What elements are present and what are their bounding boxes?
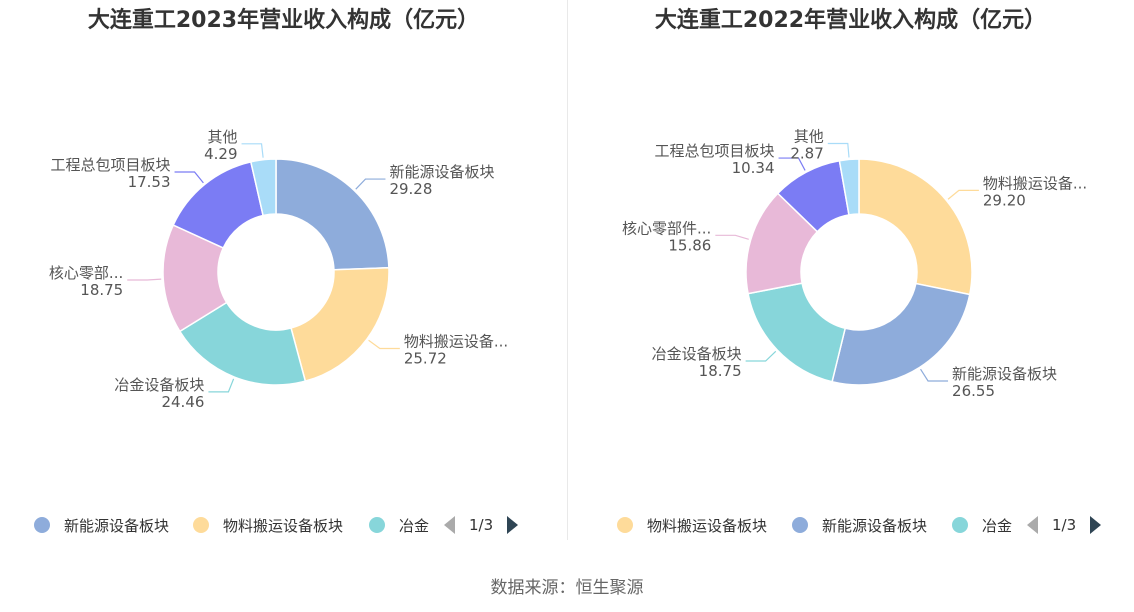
legend-item[interactable]: 新能源设备板块 bbox=[34, 512, 169, 538]
prev-page-icon[interactable] bbox=[1027, 516, 1038, 534]
slice-label: 冶金设备板块 bbox=[652, 345, 742, 363]
leader-line bbox=[715, 234, 749, 240]
legend-page-number: 1/3 bbox=[1052, 516, 1077, 534]
slice-label: 核心零部件... bbox=[622, 219, 711, 237]
slice-label: 物料搬运设备... bbox=[404, 333, 508, 351]
slice-value: 17.53 bbox=[128, 173, 171, 191]
donut-slice[interactable] bbox=[838, 158, 860, 216]
legend-swatch bbox=[792, 517, 808, 533]
chart-title: 大连重工2023年营业收入构成（亿元） bbox=[87, 8, 480, 33]
legend-swatch bbox=[617, 517, 633, 533]
slice-label: 其他 bbox=[208, 128, 238, 146]
next-page-icon[interactable] bbox=[1090, 516, 1102, 534]
leader-line bbox=[947, 189, 979, 200]
leader-line bbox=[241, 143, 264, 158]
legend-page-number: 1/3 bbox=[469, 516, 494, 534]
slice-label: 工程总包项目板块 bbox=[655, 142, 775, 160]
leader-line bbox=[174, 171, 204, 184]
leader-line bbox=[208, 378, 235, 393]
legend-item[interactable]: 冶金 bbox=[369, 512, 429, 538]
slice-label: 新能源设备板块 bbox=[389, 163, 494, 181]
slice-value: 10.34 bbox=[732, 159, 775, 177]
slice-value: 29.20 bbox=[983, 191, 1026, 209]
panel-divider bbox=[567, 0, 568, 540]
data-source: 数据来源：恒生聚源 bbox=[490, 578, 644, 598]
legend-item[interactable]: 冶金 bbox=[952, 512, 1012, 538]
slice-value: 24.46 bbox=[161, 393, 204, 411]
slice-label: 核心零部... bbox=[49, 264, 123, 282]
slice-value: 26.55 bbox=[952, 382, 995, 400]
donut-slice[interactable] bbox=[858, 158, 973, 296]
slice-value: 29.28 bbox=[389, 180, 432, 198]
legend-pager: 1/3 bbox=[444, 512, 519, 538]
legend-swatch bbox=[193, 517, 209, 533]
slice-label: 其他 bbox=[794, 127, 824, 145]
legend-swatch bbox=[34, 517, 50, 533]
legend-item[interactable]: 新能源设备板块 bbox=[792, 512, 927, 538]
leader-line bbox=[368, 339, 400, 350]
chart-legend: 物料搬运设备板块 新能源设备板块 冶金 1/3 bbox=[567, 512, 1134, 538]
legend-swatch bbox=[369, 517, 385, 533]
chart-title: 大连重工2022年营业收入构成（亿元） bbox=[654, 8, 1047, 33]
leader-line bbox=[127, 278, 162, 281]
slice-value: 2.87 bbox=[790, 144, 823, 162]
leader-line bbox=[920, 368, 949, 382]
chart-panel-2023: 大连重工2023年营业收入构成（亿元） 新能源设备板块 29.28 物料搬运设备..… bbox=[0, 0, 567, 545]
slice-value: 18.75 bbox=[699, 362, 742, 380]
legend-label: 冶金 bbox=[982, 516, 1013, 535]
slice-value: 25.72 bbox=[404, 350, 447, 368]
legend-label: 物料搬运设备板块 bbox=[223, 516, 344, 535]
leader-line bbox=[778, 157, 806, 171]
chart-legend: 新能源设备板块 物料搬运设备板块 冶金 1/3 bbox=[0, 512, 567, 538]
legend-label: 冶金 bbox=[399, 516, 430, 535]
legend-label: 新能源设备板块 bbox=[64, 516, 170, 535]
prev-page-icon[interactable] bbox=[444, 516, 455, 534]
donut-slice[interactable] bbox=[747, 282, 847, 383]
legend-pager: 1/3 bbox=[1027, 512, 1102, 538]
leader-line bbox=[355, 178, 386, 190]
slice-value: 4.29 bbox=[204, 145, 237, 163]
donut-slice[interactable] bbox=[178, 301, 307, 386]
slice-value: 15.86 bbox=[668, 236, 711, 254]
legend-item[interactable]: 物料搬运设备板块 bbox=[617, 512, 767, 538]
leader-line bbox=[827, 142, 850, 158]
donut-slice[interactable] bbox=[275, 158, 390, 271]
legend-label: 新能源设备板块 bbox=[822, 516, 928, 535]
slice-label: 物料搬运设备... bbox=[983, 174, 1087, 192]
chart-panel-2022: 大连重工2022年营业收入构成（亿元） 物料搬运设备... 29.20 新能源设备板… bbox=[567, 0, 1134, 545]
donut-slice[interactable] bbox=[249, 158, 277, 217]
slice-label: 新能源设备板块 bbox=[952, 365, 1057, 383]
legend-label: 物料搬运设备板块 bbox=[647, 516, 768, 535]
next-page-icon[interactable] bbox=[507, 516, 519, 534]
donut-slice[interactable] bbox=[831, 282, 971, 386]
donut-slice[interactable] bbox=[290, 266, 390, 383]
legend-item[interactable]: 物料搬运设备板块 bbox=[193, 512, 343, 538]
leader-line bbox=[745, 350, 777, 362]
legend-swatch bbox=[952, 517, 968, 533]
slice-label: 冶金设备板块 bbox=[114, 376, 204, 394]
slice-label: 工程总包项目板块 bbox=[51, 156, 171, 174]
slice-value: 18.75 bbox=[80, 281, 123, 299]
